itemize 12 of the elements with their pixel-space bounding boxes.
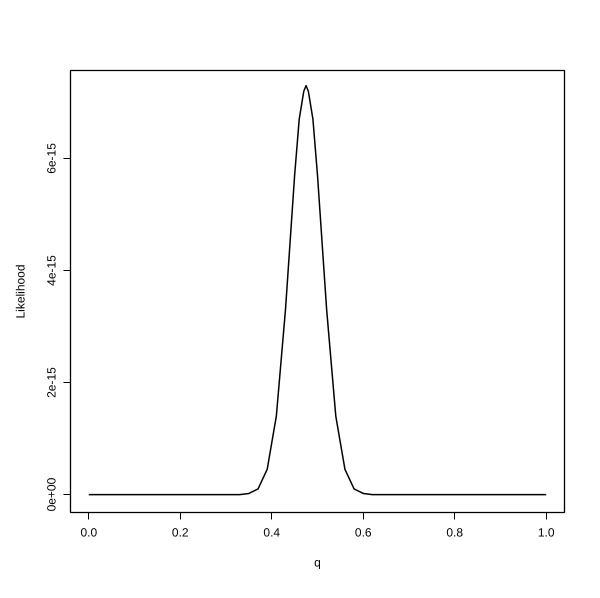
y-tick-label: 2e-15 xyxy=(44,366,58,398)
x-axis-title: q xyxy=(314,556,321,570)
y-axis-title: Likelihood xyxy=(14,264,28,319)
x-tick-label: 0.8 xyxy=(446,526,464,540)
y-tick-label: 0e+00 xyxy=(44,477,58,512)
x-tick-label: 0.0 xyxy=(80,526,98,540)
x-tick-label: 0.6 xyxy=(354,526,372,540)
y-tick-label: 6e-15 xyxy=(44,142,58,174)
y-tick-label: 4e-15 xyxy=(44,254,58,286)
x-tick-label: 0.4 xyxy=(263,526,280,540)
x-tick-label: 0.2 xyxy=(172,526,189,540)
x-tick-label: 1.0 xyxy=(538,526,555,540)
